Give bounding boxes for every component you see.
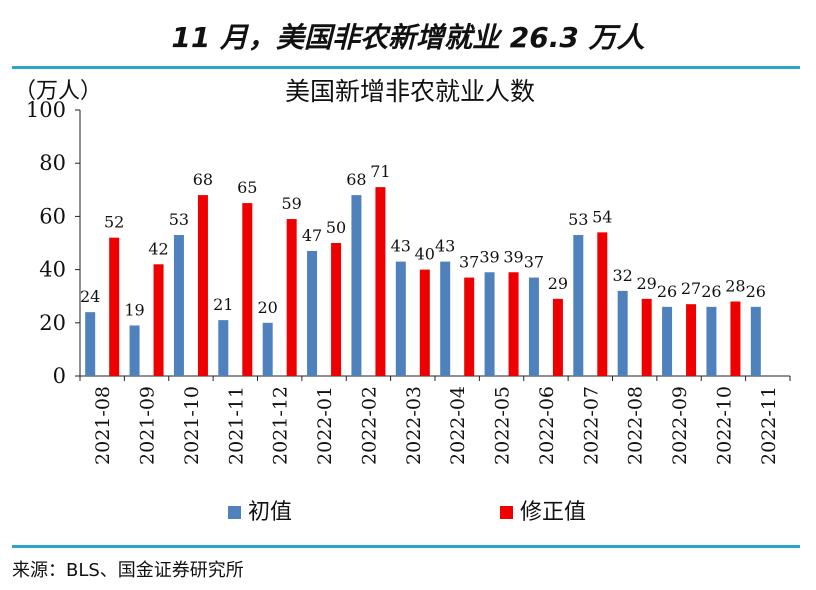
initial-value-bar: [173, 235, 184, 376]
x-tick-label: 2022-01: [314, 386, 336, 465]
x-tick-label: 2022-08: [625, 386, 647, 465]
x-tick-label: 2021-12: [270, 386, 292, 465]
x-tick-label: 2022-10: [713, 386, 735, 465]
x-tick-label: 2021-08: [92, 386, 114, 465]
initial-value-label: 43: [435, 237, 455, 256]
initial-value-label: 47: [302, 226, 322, 245]
revised-value-label: 54: [592, 207, 612, 226]
initial-value-bar: [617, 290, 628, 376]
revised-value-bar: [153, 264, 164, 376]
initial-value-label: 20: [258, 298, 278, 317]
revised-value-bar: [375, 187, 386, 376]
y-tick-label: 20: [39, 311, 66, 335]
x-tick-label: 2021-10: [181, 386, 203, 465]
legend-label-initial: 初值: [248, 500, 292, 525]
bottom-divider: [12, 545, 800, 548]
initial-value-bar: [750, 306, 761, 376]
revised-value-bar: [508, 272, 519, 376]
legend-swatch-initial: [228, 506, 241, 519]
initial-value-label: 19: [124, 300, 144, 319]
nonfarm-payrolls-chart: （万人） 美国新增非农就业人数 0 20 40 60 80 100 2021-08 2021-…: [14, 77, 791, 525]
revised-value-label: 65: [237, 178, 257, 197]
initial-value-bar: [85, 312, 96, 376]
revised-value-label: 40: [415, 245, 435, 264]
initial-value-label: 26: [657, 282, 677, 301]
initial-value-label: 43: [391, 237, 411, 256]
legend-swatch-revised: [500, 506, 513, 519]
revised-value-label: 42: [148, 239, 168, 258]
revised-value-label: 71: [370, 162, 390, 181]
revised-value-bar: [109, 237, 120, 376]
initial-value-label: 32: [613, 266, 633, 285]
plot-area: 0 20 40 60 80 100 2021-08 2021-09 2021-10 2021-11…: [26, 98, 791, 465]
revised-value-label: 59: [282, 194, 302, 213]
revised-value-bar: [686, 304, 697, 376]
revised-value-label: 39: [503, 247, 523, 266]
revised-value-bar: [552, 298, 563, 376]
x-tick-label: 2022-09: [669, 386, 691, 465]
revised-value-label: 29: [548, 274, 568, 293]
x-tick-label: 2022-07: [580, 386, 602, 465]
revised-value-label: 52: [104, 213, 124, 232]
y-tick-label: 100: [26, 98, 66, 122]
initial-value-label: 39: [479, 247, 499, 266]
x-tick-label: 2022-03: [403, 386, 425, 465]
initial-value-bar: [262, 322, 273, 376]
x-tick-label: 2022-11: [758, 386, 780, 465]
initial-value-label: 53: [568, 210, 588, 229]
revised-value-label: 68: [193, 170, 213, 189]
initial-value-label: 68: [346, 170, 366, 189]
revised-value-label: 29: [637, 274, 657, 293]
revised-value-bar: [597, 232, 608, 376]
x-tick-label: 2021-11: [225, 386, 247, 465]
y-tick-label: 60: [39, 204, 66, 228]
initial-value-label: 26: [746, 282, 766, 301]
x-tick-label: 2022-05: [492, 386, 514, 465]
legend: 初值 修正值: [228, 500, 586, 525]
initial-value-label: 53: [169, 210, 189, 229]
headline: 11 月，美国非农新增就业 26.3 万人: [171, 21, 645, 54]
chart-title: 美国新增非农就业人数: [285, 77, 535, 106]
revised-value-label: 50: [326, 218, 346, 237]
revised-value-label: 37: [459, 253, 479, 272]
top-divider: [12, 66, 800, 69]
revised-value-bar: [242, 203, 253, 376]
y-axis-unit: （万人）: [14, 79, 102, 104]
initial-value-bar: [706, 306, 717, 376]
x-tick-label: 2022-06: [536, 386, 558, 465]
revised-value-bar: [331, 243, 342, 376]
initial-value-bar: [307, 250, 318, 376]
revised-value-bar: [197, 195, 208, 376]
initial-value-bar: [573, 235, 584, 376]
initial-value-bar: [662, 306, 673, 376]
x-tick-label: 2022-04: [447, 386, 469, 465]
x-tick-label: 2021-09: [137, 386, 159, 465]
source-note: 来源：BLS、国金证券研究所: [12, 560, 244, 581]
revised-value-bar: [464, 277, 475, 376]
initial-value-bar: [395, 261, 406, 376]
initial-value-label: 26: [701, 282, 721, 301]
initial-value-bar: [218, 320, 229, 376]
y-tick-label: 40: [39, 258, 66, 282]
initial-value-bar: [528, 277, 539, 376]
initial-value-label: 24: [80, 287, 100, 306]
initial-value-bar: [129, 325, 140, 376]
revised-value-label: 27: [681, 279, 701, 298]
y-tick-label: 80: [39, 151, 66, 175]
revised-value-bar: [286, 219, 297, 376]
initial-value-bar: [484, 272, 495, 376]
revised-value-bar: [419, 269, 430, 376]
y-tick-label: 0: [53, 364, 66, 388]
revised-value-bar: [730, 301, 741, 376]
legend-label-revised: 修正值: [520, 500, 586, 525]
revised-value-label: 28: [725, 277, 745, 296]
initial-value-bar: [440, 261, 451, 376]
initial-value-label: 21: [213, 295, 233, 314]
initial-value-label: 37: [524, 253, 544, 272]
revised-value-bar: [641, 298, 652, 376]
x-tick-label: 2022-02: [358, 386, 380, 465]
initial-value-bar: [351, 195, 362, 376]
